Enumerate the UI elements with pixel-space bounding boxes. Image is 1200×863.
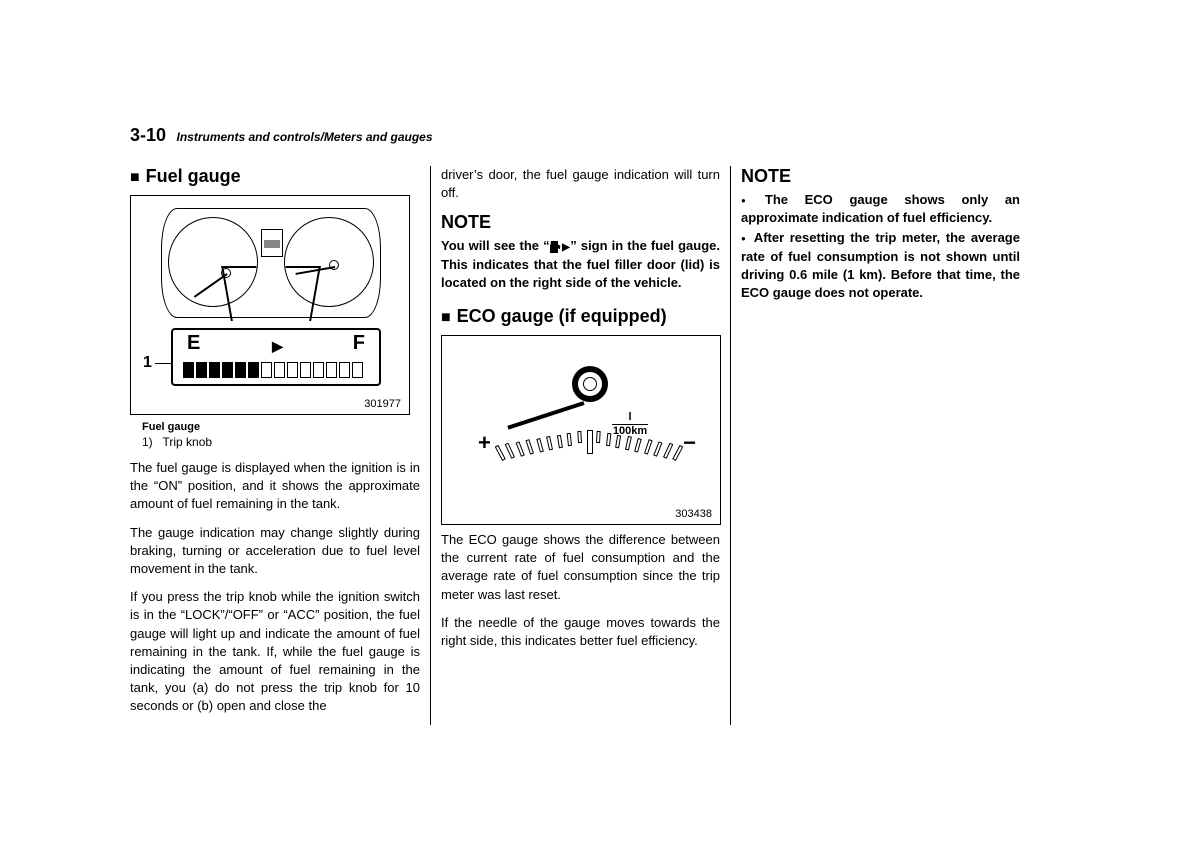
tick-icon: [606, 433, 611, 446]
body-paragraph: If you press the trip knob while the ign…: [130, 588, 420, 715]
column-2: driver’s door, the fuel gauge indication…: [430, 166, 730, 725]
plus-icon: +: [478, 430, 491, 456]
arrow-right-icon: ▶: [272, 338, 283, 355]
eco-unit-top: l: [612, 411, 648, 425]
tick-icon: [567, 433, 572, 446]
figure-id: 301977: [364, 398, 401, 410]
breadcrumb: Instruments and controls/Meters and gaug…: [176, 130, 432, 144]
fuel-segment-icon: [261, 362, 272, 378]
column-container: Fuel gauge 1: [130, 166, 1070, 725]
fuel-segment-icon: [235, 362, 246, 378]
eco-gauge-heading: ECO gauge (if equipped): [441, 306, 720, 327]
tick-icon: [587, 430, 593, 454]
note-heading: NOTE: [441, 212, 720, 233]
fuel-segment-icon: [274, 362, 285, 378]
figure-list-num: 1): [142, 435, 153, 449]
eco-gauge-figure: l 100km + − 303438: [441, 335, 721, 525]
fuel-segment-icon: [287, 362, 298, 378]
column-3: NOTE The ECO gauge shows only an approxi…: [730, 166, 1030, 725]
eco-unit-label: l 100km: [612, 411, 648, 437]
body-paragraph: driver’s door, the fuel gauge indication…: [441, 166, 720, 202]
note-bullet: The ECO gauge shows only an approximate …: [741, 191, 1020, 227]
fuel-segment-icon: [326, 362, 337, 378]
tick-icon: [663, 443, 673, 459]
note-bullet: After resetting the trip meter, the aver…: [741, 229, 1020, 302]
eco-dial-inner-icon: [583, 377, 597, 391]
tick-icon: [672, 445, 683, 461]
eco-needle-icon: [507, 401, 584, 430]
fuel-gauge-heading: Fuel gauge: [130, 166, 420, 187]
tick-icon: [536, 438, 544, 453]
instrument-cluster-icon: [161, 208, 381, 318]
fuel-bar-box: E ▶ F: [171, 328, 381, 386]
column-1: Fuel gauge 1: [130, 166, 430, 725]
note-text-pre: You will see the “: [441, 238, 550, 253]
figure-id: 303438: [675, 508, 712, 520]
center-display-icon: [261, 229, 283, 257]
callout-leader-icon: [155, 363, 171, 365]
tick-icon: [515, 441, 524, 457]
page-number: 3-10: [130, 125, 166, 145]
fuel-gauge-figure: 1 E ▶ F 301977: [130, 195, 410, 415]
manual-page: 3-10 Instruments and controls/Meters and…: [130, 125, 1070, 725]
body-paragraph: The gauge indication may change slightly…: [130, 524, 420, 579]
fuel-segment-icon: [196, 362, 207, 378]
fuel-segments: [183, 362, 363, 378]
tick-icon: [505, 443, 515, 459]
fuel-segment-icon: [352, 362, 363, 378]
minus-icon: −: [683, 430, 696, 456]
fuel-segment-icon: [209, 362, 220, 378]
fuel-empty-label: E: [187, 332, 200, 357]
figure-list-text: Trip knob: [162, 435, 212, 449]
arrow-right-icon: ▶: [562, 242, 571, 253]
note-heading: NOTE: [741, 166, 1020, 187]
fuel-pump-group: ▶: [270, 332, 283, 357]
figure-list: 1) Trip knob: [142, 435, 420, 449]
figure-caption: Fuel gauge: [142, 421, 420, 433]
tick-icon: [625, 436, 632, 450]
center-display-highlight-icon: [264, 240, 280, 248]
body-paragraph: The fuel gauge is displayed when the ign…: [130, 459, 420, 514]
fuel-segment-icon: [339, 362, 350, 378]
fuel-segment-icon: [313, 362, 324, 378]
tick-icon: [644, 439, 652, 454]
fuel-segment-icon: [300, 362, 311, 378]
tick-icon: [557, 434, 563, 448]
body-paragraph: The ECO gauge shows the difference betwe…: [441, 531, 720, 604]
tick-icon: [546, 436, 553, 450]
body-paragraph: If the needle of the gauge moves towards…: [441, 614, 720, 650]
fuel-segment-icon: [222, 362, 233, 378]
tick-icon: [577, 431, 582, 444]
tick-icon: [634, 438, 642, 453]
tick-icon: [495, 445, 506, 461]
fuel-labels: E ▶ F: [173, 332, 379, 357]
needle-hub-icon: [329, 260, 339, 270]
callout-number-1: 1: [143, 354, 152, 372]
eco-dial-icon: [572, 366, 608, 402]
tick-icon: [596, 431, 601, 444]
fuel-segment-icon: [183, 362, 194, 378]
note-paragraph: You will see the “▶” sign in the fuel ga…: [441, 237, 720, 292]
tick-icon: [615, 434, 621, 448]
tick-icon: [653, 441, 662, 457]
tick-icon: [526, 439, 534, 454]
fuel-full-label: F: [353, 332, 365, 357]
page-header: 3-10 Instruments and controls/Meters and…: [130, 125, 1070, 146]
fuel-segment-icon: [248, 362, 259, 378]
fuel-pump-icon: [550, 241, 562, 253]
